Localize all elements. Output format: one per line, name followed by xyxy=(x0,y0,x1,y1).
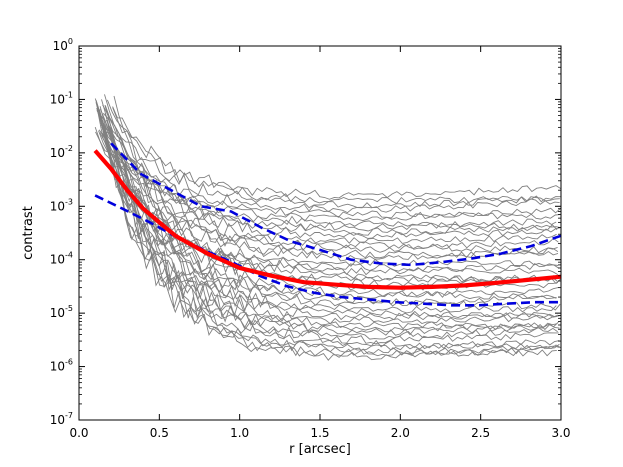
median-contrast-curve xyxy=(93,149,561,290)
x-tick-label: 0.0 xyxy=(69,426,88,440)
individual-contrast-curve xyxy=(95,131,559,268)
individual-contrast-curve xyxy=(94,98,559,259)
y-tick-label: 10-3 xyxy=(50,197,73,213)
upper-percentile-curve xyxy=(110,142,561,267)
x-tick-label: 3.0 xyxy=(551,426,570,440)
individual-contrast-curve xyxy=(95,100,560,276)
individual-contrast-curve xyxy=(102,124,561,222)
individual-contrast-curve xyxy=(99,114,558,340)
individual-contrast-curve xyxy=(96,107,560,351)
individual-contrast-curve xyxy=(96,110,560,214)
individual-contrast-curve xyxy=(98,115,557,244)
y-tick-label: 10-1 xyxy=(50,90,73,106)
individual-contrast-curve xyxy=(98,129,558,231)
y-axis-label: contrast xyxy=(21,206,36,260)
individual-contrast-curve xyxy=(112,134,557,307)
y-axis: 10-7 10-6 10-5 10-4 10-3 10-2 10-1 100 xyxy=(50,37,561,427)
individual-contrast-curve xyxy=(104,112,559,300)
individual-contrast-curve xyxy=(101,132,561,220)
x-axis: 0.0 0.5 1.0 1.5 2.0 2.5 3.0 xyxy=(69,46,571,440)
individual-contrast-curve xyxy=(102,127,557,314)
plot-area xyxy=(93,94,561,361)
individual-contrast-curve xyxy=(98,112,557,357)
individual-contrast-curve xyxy=(104,105,559,253)
individual-contrast-curve xyxy=(105,116,560,336)
x-tick-label: 2.5 xyxy=(471,426,490,440)
x-tick-label: 0.5 xyxy=(150,426,169,440)
individual-contrast-curve xyxy=(98,112,557,325)
x-tick-label: 1.5 xyxy=(310,426,329,440)
individual-contrast-curve xyxy=(94,126,559,254)
y-tick-label: 10-6 xyxy=(50,358,73,374)
y-tick-label: 10-2 xyxy=(50,144,73,160)
individual-contrast-curve xyxy=(112,106,561,200)
y-tick-label: 10-7 xyxy=(50,411,73,427)
individual-contrast-curve xyxy=(106,99,561,205)
y-tick-label: 10-4 xyxy=(50,251,73,267)
individual-contrast-curve xyxy=(104,94,558,262)
y-tick-label: 100 xyxy=(53,37,73,53)
individual-contrast-curve xyxy=(100,114,559,333)
individual-contrast-curve xyxy=(104,105,559,321)
individual-contrast-curve xyxy=(98,109,558,330)
individual-contrast-curve xyxy=(105,119,560,319)
x-tick-label: 1.0 xyxy=(230,426,249,440)
x-tick-label: 2.0 xyxy=(391,426,410,440)
x-axis-label: r [arcsec] xyxy=(289,442,351,457)
individual-contrast-curve xyxy=(97,113,561,358)
y-tick-label: 10-5 xyxy=(50,304,73,320)
